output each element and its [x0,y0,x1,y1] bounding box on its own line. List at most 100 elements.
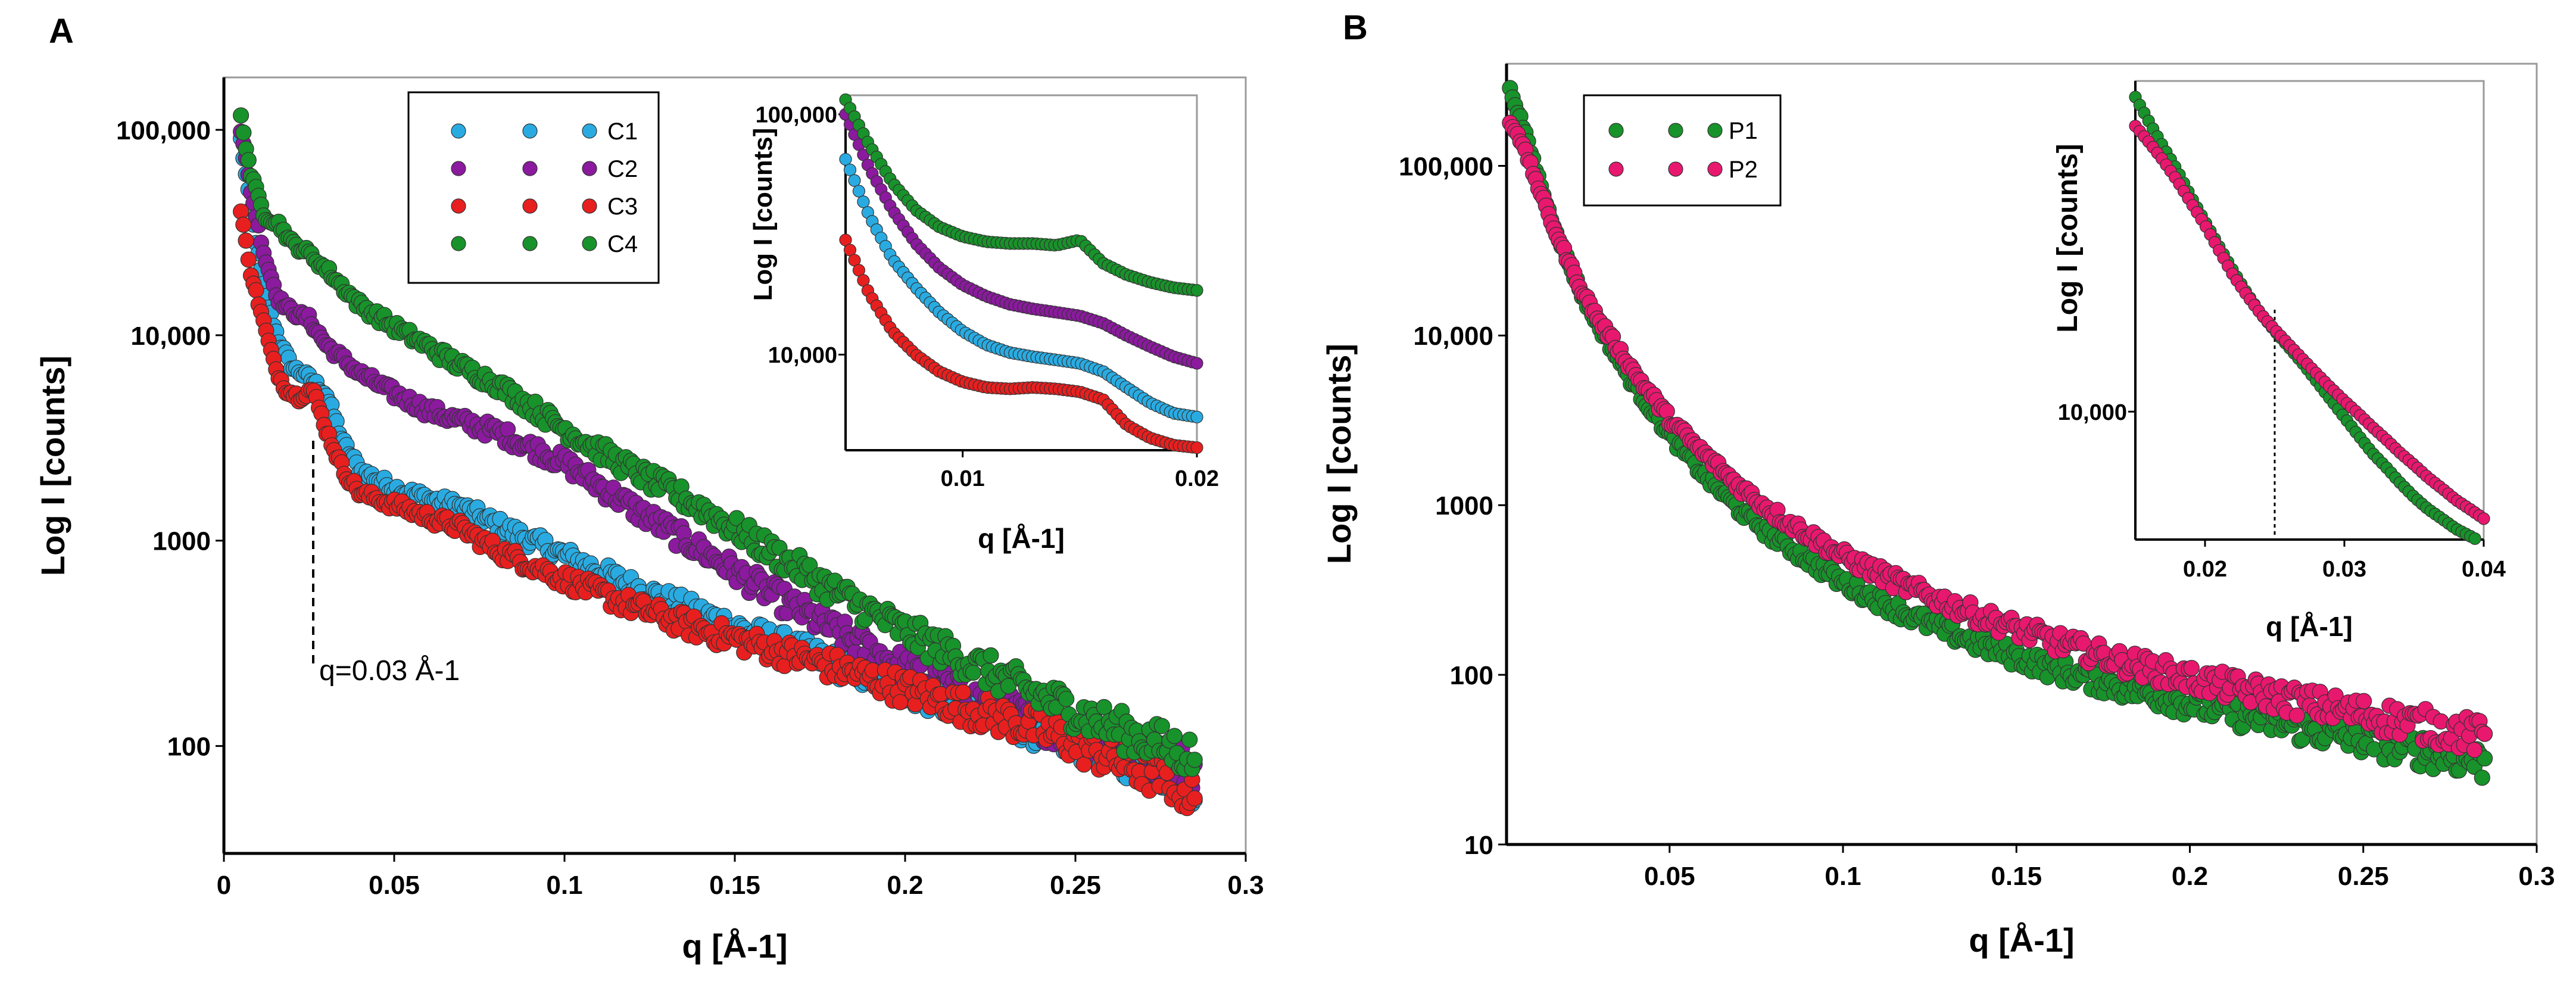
legend-marker-p2 [1707,161,1723,177]
y-tick-label: 10,000 [130,322,211,351]
legend-marker-p1 [1668,123,1683,138]
y-tick-label: 10 [1464,831,1493,860]
legend-label-p2: P2 [1729,157,1758,183]
x-tick-label: 0.02 [1175,466,1219,491]
data-point [983,647,999,664]
series-c4 [839,93,1203,297]
chart-a-main: 0 0.05 0.1 0.15 0.2 0.25 0.3 100 1000 10,000 100,0… [34,76,1264,965]
series-p2 [1502,114,2493,758]
legend-box [407,91,660,284]
x-tick-label: 0.03 [2322,557,2366,582]
x-tick-label: 0.05 [1644,862,1695,891]
inset-a-x-label: q [Å-1] [978,523,1065,554]
y-tick-label: 10,000 [2058,400,2127,425]
x-tick-label: 0.15 [1991,862,2042,891]
data-point [1096,699,1112,716]
y-tick-label: 100,000 [116,116,211,145]
data-point [1058,691,1075,708]
data-point [1181,731,1198,748]
legend-marker-c4 [522,236,538,251]
legend-marker-p1 [1608,123,1624,138]
data-point [1190,357,1203,370]
data-point [2477,725,2493,742]
legend-marker-c4 [451,236,466,251]
x-tick-label: 0.2 [2172,862,2208,891]
data-point [839,152,852,166]
y-tick-label: 100,000 [1399,152,1493,181]
x-tick-label: 0 [217,871,231,900]
chart-a-legend: C1 C2 C3 C4 [407,91,660,284]
x-tick-label: 0.04 [2462,557,2506,582]
chart-a-inset: 0.01 0.02 10,000 100,000 q [Å-1] Log I [cou… [749,93,1219,554]
data-point [2477,512,2490,525]
x-tick-label: 0.02 [2183,557,2227,582]
y-tick-label: 1000 [152,527,211,556]
y-tick-label: 100 [1450,661,1493,690]
series-c2 [839,108,1203,370]
data-point [1190,410,1203,423]
data-point [1000,678,1017,694]
data-point [2468,532,2481,546]
chart-b-x-label: q [Å-1] [1969,921,2074,959]
legend-marker-c2 [582,161,597,176]
data-point [240,152,257,169]
x-tick-label: 0.25 [1050,871,1101,900]
panel-label-a: A [49,12,74,51]
data-point [2474,769,2490,786]
inset-b-y-label: Log I [counts] [2052,144,2084,332]
annotation-label: q=0.03 Å-1 [319,655,460,687]
data-point [2183,660,2200,677]
legend-label-c2: C2 [607,156,638,182]
data-point [857,195,870,208]
y-tick-label: 10,000 [1413,322,1493,351]
legend-box-b [1583,94,1782,207]
inset-b-plot-area [2134,80,2485,541]
legend-marker-c1 [582,123,597,139]
series-p2 [2129,120,2490,525]
x-tick-label: 0.25 [2338,862,2389,891]
data-point [2288,707,2305,724]
y-tick-label: 10,000 [768,343,837,368]
data-point [848,174,861,187]
x-tick-label: 0.1 [546,871,582,900]
inset-a-y-label: Log I [counts] [749,128,778,301]
series-c4 [233,107,1203,778]
data-point [843,163,857,176]
data-point [1190,441,1203,454]
legend-marker-p2 [1608,161,1624,177]
y-tick-label: 1000 [1435,491,1493,521]
data-point [2466,741,2483,758]
x-tick-label: 0.05 [369,871,420,900]
series-c1 [839,152,1203,423]
data-point [248,282,264,298]
legend-marker-c1 [522,123,538,139]
chart-b-y-label: Log I [counts] [1320,344,1358,564]
legend-label-c4: C4 [607,231,638,257]
data-point [240,251,257,268]
legend-marker-c3 [522,198,538,214]
chart-b-main: 0.05 0.1 0.15 0.2 0.25 0.3 10 100 1000 10,000 100,… [1320,63,2555,959]
data-point [1075,756,1092,773]
data-point [235,216,252,233]
data-point [233,107,250,124]
data-point [2356,693,2372,709]
x-tick-label: 0.3 [1227,871,1264,900]
legend-label-p1: P1 [1729,118,1758,144]
series-c3 [839,233,1203,454]
data-point [238,232,254,249]
data-point [1153,718,1170,734]
inset-b-x-label: q [Å-1] [2266,611,2353,642]
x-tick-label: 0.01 [941,466,985,491]
data-point [1166,728,1183,744]
chart-a-x-label: q [Å-1] [682,927,787,965]
chart-b-inset: 0.02 0.03 0.04 10,000 q [Å-1] Log I [counts… [2052,80,2506,642]
legend-label-c1: C1 [607,119,638,145]
data-point [1186,752,1203,768]
legend-label-c3: C3 [607,194,638,220]
legend-marker-c2 [451,161,466,176]
panel-label-b: B [1343,8,1368,47]
y-tick-label: 100 [167,733,211,762]
legend-marker-c3 [451,198,466,214]
legend-marker-p1 [1707,123,1723,138]
